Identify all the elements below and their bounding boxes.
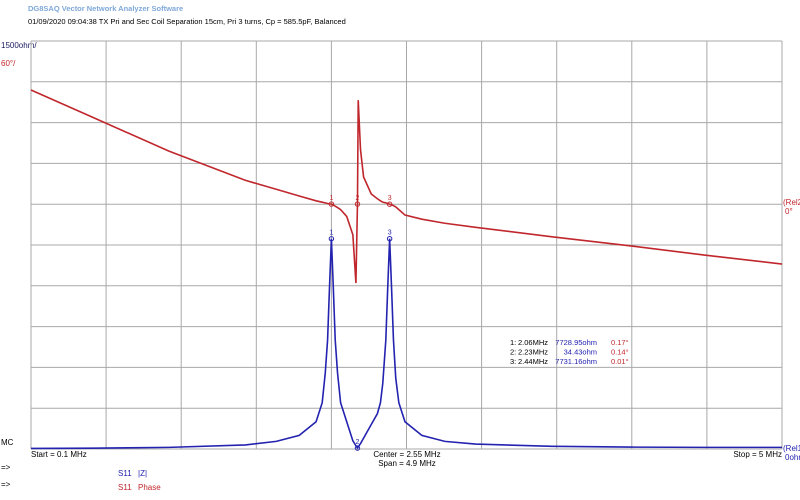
- marker: [354, 445, 361, 451]
- marker-table-cell: 2:: [510, 347, 516, 356]
- marker-label: 1: [329, 195, 333, 202]
- app-title: DG8SAQ Vector Network Analyzer Software: [28, 4, 183, 13]
- marker-table-cell: 2.06MHz: [518, 338, 548, 347]
- marker-table-cell: 1:: [510, 338, 516, 347]
- marker: [328, 236, 335, 242]
- subtitle: 01/09/2020 09:04:38 TX Pri and Sec Coil …: [28, 17, 346, 26]
- marker: [386, 201, 393, 207]
- ref1-label: (Rel1: [783, 444, 800, 453]
- trace: [30, 89, 783, 284]
- marker-table-cell: 7728.95ohm: [555, 338, 597, 347]
- legend-source: S11: [118, 469, 132, 478]
- marker: [386, 236, 393, 242]
- marker-table-cell: 34.43ohm: [564, 347, 597, 356]
- span-label: Span = 4.9 MHz: [378, 459, 436, 468]
- center-label: Center = 2.55 MHz: [373, 450, 440, 459]
- marker-table-cell: 7731.16ohm: [555, 357, 597, 366]
- marker-label: 2: [356, 439, 360, 446]
- y-scale-label: 1500ohm/: [1, 41, 37, 50]
- stop-label: Stop = 5 MHz: [733, 450, 782, 459]
- marker-table-cell: 0.17°: [611, 338, 629, 347]
- marker-table-cell: 2.44MHz: [518, 357, 548, 366]
- marker-table-cell: 0.14°: [611, 347, 629, 356]
- legend-arrow: =>: [1, 463, 11, 472]
- marker: [328, 201, 335, 207]
- mode-label: MC: [1, 438, 14, 447]
- ref2-label: (Rel2: [783, 198, 800, 207]
- ref1-value: 0ohm: [785, 453, 800, 462]
- marker-label: 3: [388, 195, 392, 202]
- marker-label: 3: [388, 230, 392, 237]
- marker-table-cell: 0.01°: [611, 357, 629, 366]
- y2-scale-label: 60°/: [1, 59, 16, 68]
- marker-table-cell: 3:: [510, 357, 516, 366]
- ref2-value: 0°: [785, 207, 793, 216]
- marker-table-cell: 2.23MHz: [518, 347, 548, 356]
- marker-label: 2: [356, 195, 360, 202]
- start-label: Start = 0.1 MHz: [31, 450, 87, 459]
- marker: [354, 201, 361, 207]
- trace: [30, 238, 782, 450]
- legend-source: S11: [118, 483, 132, 492]
- legend-name: |Z|: [138, 469, 147, 478]
- marker-label: 1: [329, 230, 333, 237]
- legend-arrow: =>: [1, 480, 11, 489]
- legend-name: Phase: [138, 483, 161, 492]
